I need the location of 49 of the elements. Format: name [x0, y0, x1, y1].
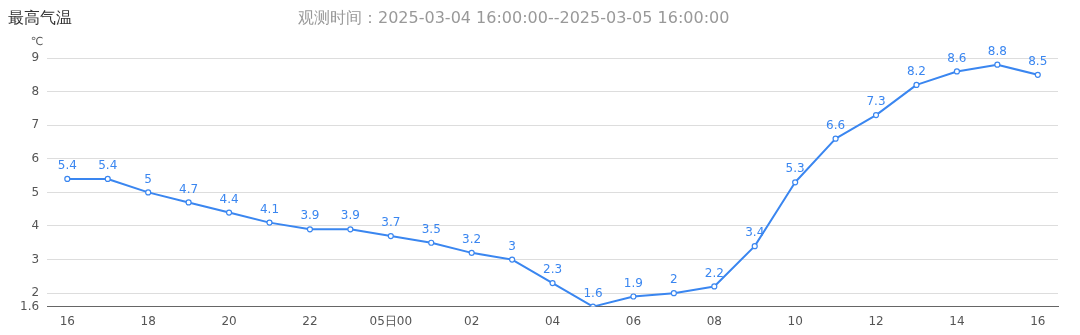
- x-tick-label: 04: [544, 313, 561, 328]
- y-tick-label: 7: [31, 117, 40, 132]
- x-tick-label: 20: [221, 313, 237, 328]
- chart-subtitle: 观测时间：2025-03-04 16:00:00--2025-03-05 16:00:00: [298, 8, 730, 29]
- y-tick-label: 5: [31, 184, 40, 199]
- y-tick-label: 8: [31, 83, 40, 98]
- x-tick-label: 22: [302, 313, 318, 328]
- data-label: 3.2: [462, 231, 482, 246]
- data-label: 2.2: [704, 265, 724, 280]
- data-label: 3.9: [340, 208, 360, 223]
- chart-title: 最高气温: [8, 8, 73, 29]
- data-label: 8.6: [947, 50, 967, 65]
- data-label: 5: [144, 171, 152, 186]
- data-label: 6.6: [826, 117, 846, 132]
- y-tick-label: 9: [31, 50, 40, 65]
- y-tick-label: 2: [31, 285, 40, 300]
- x-tick-label: 06: [625, 313, 642, 328]
- y-axis-title: ℃: [30, 35, 44, 49]
- data-label: 5.4: [57, 158, 77, 173]
- x-tick-label: 08: [706, 313, 722, 328]
- x-tick-label: 16: [1030, 313, 1046, 328]
- data-label: 3: [508, 238, 516, 253]
- data-label: 4.4: [219, 191, 239, 206]
- data-label: 5.4: [98, 158, 118, 173]
- x-tick-label: 18: [140, 313, 156, 328]
- data-label: 3.5: [421, 221, 441, 236]
- data-label: 1.6: [583, 285, 603, 300]
- data-label: 4.7: [179, 181, 199, 196]
- data-label: 8.5: [1028, 53, 1048, 68]
- x-tick-label: 02: [464, 313, 480, 328]
- x-tick-label: 12: [868, 313, 884, 328]
- x-tick-label: 10: [787, 313, 803, 328]
- data-label: 3.9: [300, 208, 320, 223]
- data-label: 2: [670, 272, 678, 287]
- y-tick-label: 1.6: [19, 298, 40, 313]
- data-label: 7.3: [866, 94, 886, 109]
- data-label: 4.1: [259, 201, 280, 216]
- y-tick-label: 3: [31, 251, 40, 266]
- y-tick-label: 4: [31, 218, 40, 233]
- data-label: 5.3: [785, 161, 805, 176]
- x-tick-label: 16: [59, 313, 75, 328]
- data-label: 2.3: [543, 262, 563, 277]
- x-tick-label: 14: [949, 313, 965, 328]
- x-tick-label: 05日00: [369, 313, 413, 328]
- data-label: 1.9: [623, 275, 643, 290]
- data-label: 3.7: [381, 215, 401, 230]
- data-label: 8.8: [987, 43, 1007, 58]
- data-label: 8.2: [906, 64, 927, 78]
- y-tick-label: 6: [31, 150, 40, 165]
